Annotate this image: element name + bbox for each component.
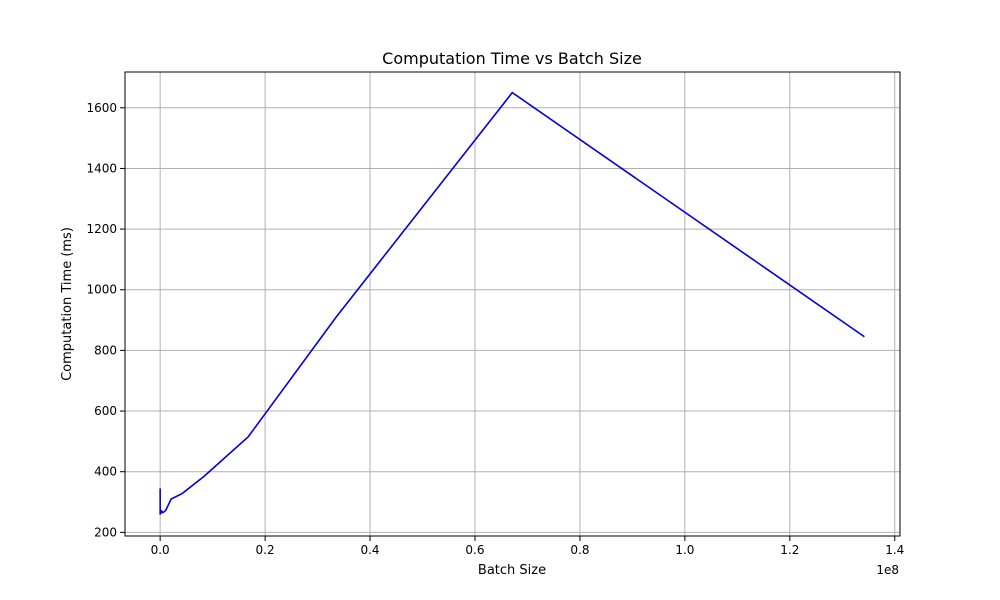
grid	[125, 72, 900, 536]
series-line-0	[159, 91, 865, 515]
x-tick-label: 0.0	[151, 543, 170, 557]
series-layer	[159, 91, 865, 515]
y-tick-label: 400	[94, 465, 117, 479]
x-axis-label: Batch Size	[478, 563, 546, 578]
y-tick-label: 1400	[86, 161, 117, 175]
y-tick-label: 1600	[86, 101, 117, 115]
y-tick-label: 800	[94, 343, 117, 357]
y-tick-label: 1000	[86, 283, 117, 297]
x-axis: 0.0 0.2 0.4 0.6 0.8 1.0 1.2 1.4	[151, 536, 904, 557]
y-axis: 200 400 600 800 1000 1200 1400 1600	[86, 101, 125, 539]
y-tick-label: 1200	[86, 222, 117, 236]
x-tick-label: 1.0	[675, 543, 694, 557]
plot-frame	[124, 71, 901, 537]
x-tick-label: 1.4	[885, 543, 904, 557]
x-tick-label: 0.2	[256, 543, 275, 557]
y-tick-label: 200	[94, 525, 117, 539]
x-axis-offset-label: 1e8	[876, 563, 899, 577]
y-tick-label: 600	[94, 404, 117, 418]
x-tick-label: 0.8	[570, 543, 589, 557]
y-axis-label: Computation Time (ms)	[60, 227, 75, 381]
chart-title: Computation Time vs Batch Size	[382, 49, 642, 68]
x-tick-label: 0.4	[360, 543, 379, 557]
x-tick-label: 1.2	[780, 543, 799, 557]
x-tick-label: 0.6	[465, 543, 484, 557]
